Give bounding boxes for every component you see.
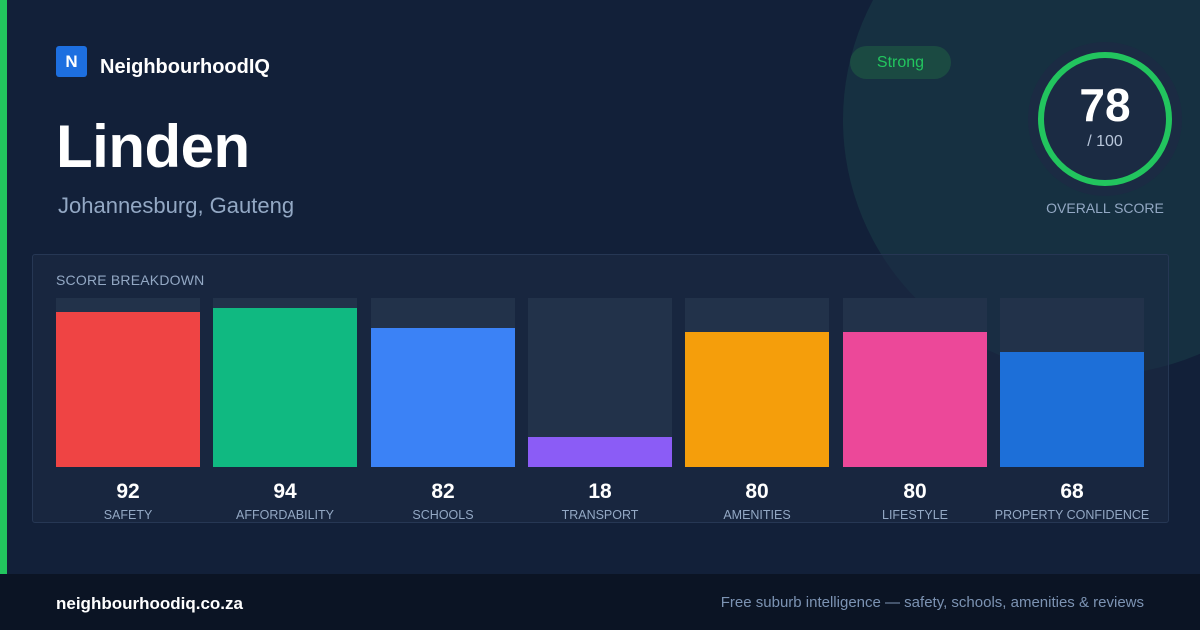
gauge-progress-ring — [1038, 52, 1172, 186]
bar-label-affordability: AFFORDABILITY — [236, 508, 334, 522]
footer-tagline: Free suburb intelligence — safety, schoo… — [720, 594, 1144, 611]
bar-label-schools: SCHOOLS — [412, 508, 474, 522]
bar-label-amenities: AMENITIES — [723, 508, 791, 522]
bar-track-lifestyle — [843, 298, 987, 467]
bar-schools — [371, 328, 515, 467]
accent-stripe — [0, 0, 7, 574]
bar-value-lifestyle: 80 — [903, 480, 927, 503]
bar-affordability — [213, 308, 357, 467]
bar-label-safety: SAFETY — [103, 508, 153, 522]
bar-safety — [56, 311, 200, 467]
footer-url[interactable]: neighbourhoodiq.co.za — [56, 594, 243, 613]
suburb-location: Johannesburg, Gauteng — [58, 193, 295, 218]
bar-value-affordability: 94 — [273, 480, 297, 503]
bar-value-schools: 82 — [431, 480, 455, 503]
bar-label-transport: TRANSPORT — [561, 508, 639, 522]
bar-track-safety — [56, 298, 200, 467]
bar-value-amenities: 80 — [745, 480, 769, 503]
bar-label-property-confidence: PROPERTY CONFIDENCE — [994, 508, 1150, 522]
bar-value-property-confidence: 68 — [1060, 480, 1084, 503]
score-breakdown-title: SCORE BREAKDOWN — [56, 272, 205, 288]
rating-badge: Strong — [850, 46, 951, 79]
overall-score-max: / 100 — [1087, 133, 1123, 150]
bar-value-safety: 92 — [116, 480, 140, 503]
bar-label-lifestyle: LIFESTYLE — [882, 508, 948, 522]
gauge-ring — [1028, 42, 1182, 196]
overall-score-value: 78 — [1079, 79, 1131, 131]
logo-icon: N — [56, 46, 87, 77]
overall-score-caption: OVERALL SCORE — [1046, 200, 1164, 216]
suburb-title: Linden — [56, 113, 250, 180]
overall-score-gauge: 78 / 100 — [1028, 42, 1182, 196]
bar-track-transport — [528, 298, 672, 467]
bar-value-transport: 18 — [588, 480, 612, 503]
bar-property-confidence — [1000, 352, 1144, 467]
bar-track-schools — [371, 298, 515, 467]
gauge-background — [1028, 42, 1182, 196]
brand-name: NeighbourhoodIQ — [100, 56, 270, 78]
footer: neighbourhoodiq.co.za Free suburb intell… — [0, 574, 1200, 630]
bar-track-property-confidence — [1000, 298, 1144, 467]
bar-lifestyle — [843, 331, 987, 467]
bar-track-affordability — [213, 298, 357, 467]
bar-amenities — [685, 331, 829, 467]
bar-transport — [528, 436, 672, 467]
bar-track-amenities — [685, 298, 829, 467]
